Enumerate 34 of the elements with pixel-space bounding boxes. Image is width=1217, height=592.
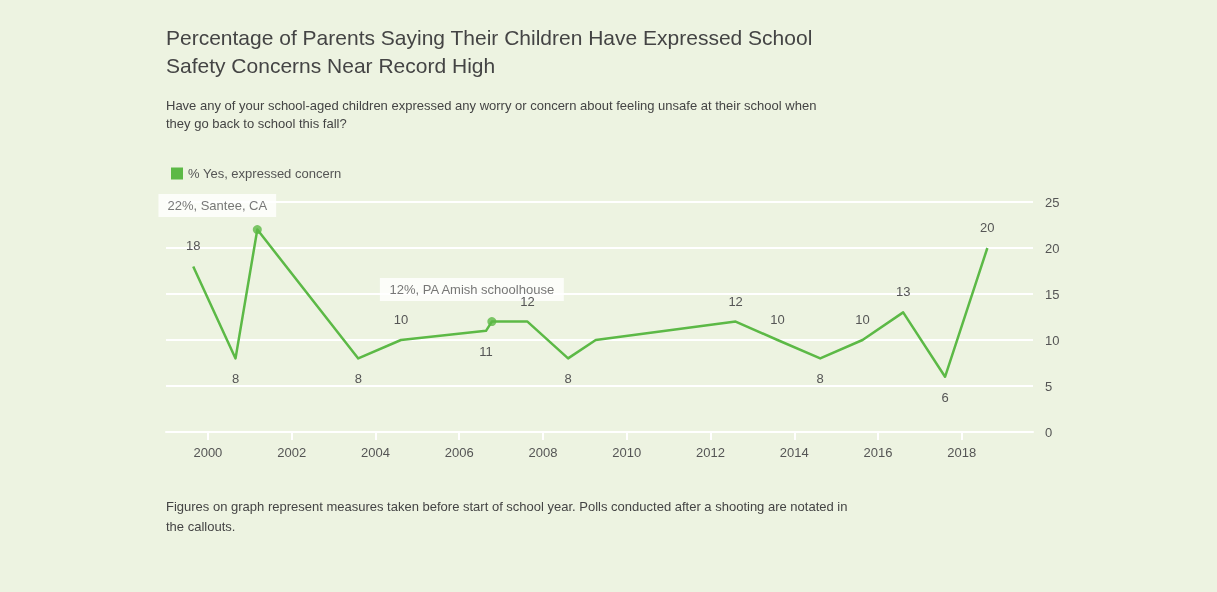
data-label: 12 [728, 293, 743, 309]
data-label: 6 [941, 389, 949, 405]
x-tick-label: 2018 [947, 445, 977, 460]
x-tick-label: 2006 [444, 445, 474, 460]
data-label: 20 [980, 220, 995, 235]
x-tick-label: 2010 [612, 445, 642, 460]
y-tick-label: 20 [1045, 240, 1060, 256]
x-tick-label: 2016 [863, 445, 893, 460]
x-tick-label: 2004 [360, 445, 390, 460]
x-tick-label: 2002 [277, 445, 307, 460]
y-tick-label: 0 [1045, 424, 1053, 440]
data-label: 10 [393, 312, 409, 327]
annotation: 22%, Santee, CA [167, 198, 268, 214]
y-tick-label: 15 [1045, 286, 1060, 302]
x-tick-label: 2000 [193, 445, 223, 460]
y-tick-label: 5 [1045, 378, 1053, 394]
chart-subtitle: Have any of your school-aged children expressed any worry or concern about feeling unsafe at their school when they go back to school this fall? [166, 97, 818, 133]
data-label: 8 [564, 371, 572, 387]
data-label: 10 [855, 312, 870, 327]
x-tick-label: 2014 [779, 445, 809, 460]
data-label: 13 [895, 284, 911, 300]
chart-title: Percentage of Parents Saying Their Children Have Expressed School Safety Concerns Near Record High [166, 25, 814, 79]
data-label: 8 [816, 371, 824, 387]
data-label: 8 [354, 371, 362, 387]
y-tick-label: 10 [1045, 332, 1060, 348]
text: Figures on graph represent measures taken before start of school year. Polls conducted after a shooting are notated in the callouts. [166, 498, 849, 536]
data-label: 18 [185, 238, 201, 254]
data-label: 11 [479, 343, 493, 359]
legend-label: % Yes, expressed concern [188, 166, 342, 181]
data-label: 10 [770, 312, 785, 327]
data-label: 8 [231, 371, 240, 387]
x-tick-label: 2012 [696, 445, 725, 460]
y-tick-label: 25 [1045, 194, 1060, 210]
x-tick-label: 2008 [528, 445, 558, 460]
